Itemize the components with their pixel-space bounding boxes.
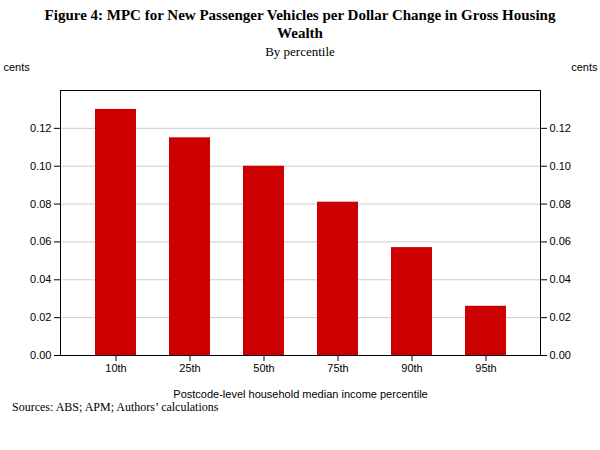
svg-text:0.12: 0.12	[550, 122, 571, 134]
svg-text:0.02: 0.02	[30, 311, 51, 323]
svg-text:10th: 10th	[105, 362, 126, 374]
svg-text:0.10: 0.10	[550, 160, 571, 172]
html-text:Figure 4: MPC for New Passenge: Figure 4: MPC for New Passenger Vehicles…	[44, 7, 556, 41]
svg-text:0.00: 0.00	[550, 349, 571, 361]
svg-text:cents: cents	[571, 61, 598, 73]
svg-text:50th: 50th	[253, 362, 274, 374]
svg-text:0.08: 0.08	[30, 198, 51, 210]
svg-text:90th: 90th	[401, 362, 422, 374]
svg-text:75th: 75th	[327, 362, 348, 374]
svg-text:95th: 95th	[475, 362, 496, 374]
svg-text:0.08: 0.08	[550, 198, 571, 210]
svg-text:25th: 25th	[179, 362, 200, 374]
html-text:Sources: ABS; APM; Authors’ ca: Sources: ABS; APM; Authors’ calculations	[12, 400, 219, 414]
svg-text:Postcode-level household media: Postcode-level household median income p…	[173, 388, 427, 400]
svg-text:0.12: 0.12	[30, 122, 51, 134]
svg-text:0.06: 0.06	[550, 235, 571, 247]
svg-text:0.04: 0.04	[30, 273, 51, 285]
svg-text:cents: cents	[4, 61, 31, 73]
svg-text:0.06: 0.06	[30, 235, 51, 247]
html-text:By percentile: By percentile	[265, 44, 335, 59]
svg-text:0.00: 0.00	[30, 349, 51, 361]
svg-text:0.10: 0.10	[30, 160, 51, 172]
svg-text:0.02: 0.02	[550, 311, 571, 323]
svg-text:0.04: 0.04	[550, 273, 571, 285]
